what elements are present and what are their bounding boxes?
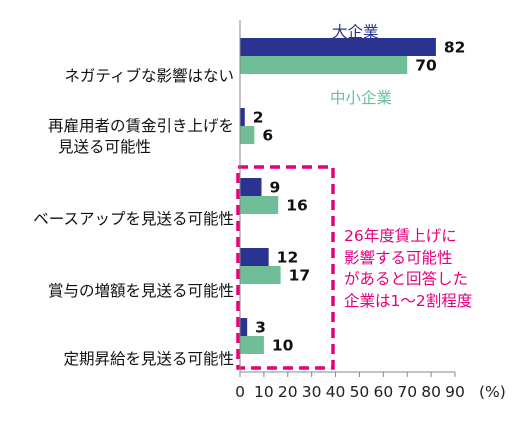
bar-sme-0	[240, 56, 408, 74]
x-tick-label-70: 70	[397, 383, 417, 401]
x-tick-label-20: 20	[278, 383, 298, 401]
value-label-large-4: 3	[255, 319, 266, 337]
value-label-sme-1: 6	[262, 127, 273, 145]
bar-sme-3	[240, 266, 281, 284]
x-axis-unit: (%)	[479, 383, 506, 401]
value-label-large-0: 82	[444, 39, 466, 57]
value-label-large-3: 12	[277, 249, 299, 267]
annotation-text: 26年度賃上げに 影響する可能性 があると回答した 企業は1～2割程度	[344, 226, 514, 312]
bar-sme-1	[240, 126, 255, 144]
category-label-no-negative-impact: ネガティブな影響はない	[64, 67, 234, 85]
bar-large-4	[240, 318, 248, 336]
legend-large-companies: 大企業	[332, 23, 379, 41]
annotation-dashed-box	[236, 165, 335, 370]
category-label-periodic-raise: 定期昇給を見送る可能性	[63, 350, 234, 368]
category-label-bonus: 賞与の増額を見送る可能性	[47, 282, 234, 300]
x-tick-label-40: 40	[326, 383, 346, 401]
bar-large-3	[240, 248, 269, 266]
category-label-rehire-wage: 再雇用者の賃金引き上げを 見送る可能性	[47, 117, 234, 156]
bar-sme-2	[240, 196, 279, 214]
x-tick-label-0: 0	[235, 383, 245, 401]
bar-large-1	[240, 108, 245, 126]
value-label-sme-4: 10	[272, 337, 294, 355]
annotation-line-4: 企業は1～2割程度	[344, 291, 473, 310]
x-tick-label-60: 60	[373, 383, 393, 401]
value-label-sme-2: 16	[286, 197, 308, 215]
value-label-large-2: 9	[270, 179, 281, 197]
value-label-large-1: 2	[253, 109, 264, 127]
x-tick-label-10: 10	[254, 383, 274, 401]
value-label-sme-3: 17	[289, 267, 311, 285]
value-label-sme-0: 70	[415, 57, 437, 75]
annotation-line-1: 26年度賃上げに	[344, 227, 457, 245]
annotation-line-2: 影響する可能性	[344, 248, 453, 267]
x-tick-label-30: 30	[302, 383, 322, 401]
x-tick-label-80: 80	[421, 383, 441, 401]
x-tick-label-50: 50	[350, 383, 370, 401]
x-tick-label-90: 90	[445, 383, 465, 401]
bar-large-0	[240, 38, 436, 56]
bar-large-2	[240, 178, 262, 196]
bar-sme-4	[240, 336, 264, 354]
legend-smes: 中小企業	[330, 89, 393, 107]
category-label-base-up: ベースアップを見送る可能性	[33, 210, 234, 228]
annotation-line-3: があると回答した	[344, 270, 469, 288]
